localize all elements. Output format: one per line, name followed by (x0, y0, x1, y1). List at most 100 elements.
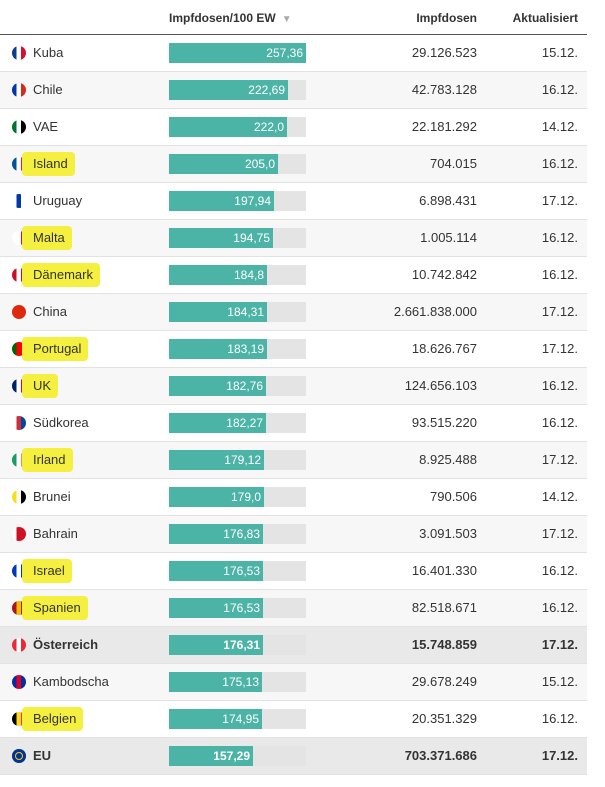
table-row[interactable]: Österreich 176,31 15.748.859 17.12. (0, 627, 587, 664)
table-row[interactable]: Bahrain 176,83 3.091.503 17.12. (0, 516, 587, 553)
updated-date: 17.12. (541, 193, 578, 208)
country-name: Irland (33, 452, 66, 467)
updated-date: 16.12. (541, 156, 578, 171)
bar (169, 524, 263, 544)
country-name: Kuba (33, 45, 64, 60)
flag-icon (12, 120, 26, 134)
table-header: Impfdosen/100 EW ▼ Impfdosen Aktualisiert (0, 0, 587, 35)
country-name: Portugal (33, 341, 82, 356)
vaccination-table: Impfdosen/100 EW ▼ Impfdosen Aktualisiert… (0, 0, 587, 775)
table-row[interactable]: Island 205,0 704.015 16.12. (0, 146, 587, 183)
column-header-doses-per-100-label: Impfdosen/100 EW (169, 11, 276, 25)
bar-track: 194,75 (169, 228, 306, 248)
sort-desc-icon[interactable]: ▼ (281, 14, 292, 25)
table-row[interactable]: Uruguay 197,94 6.898.431 17.12. (0, 183, 587, 220)
bar (169, 487, 264, 507)
country-name: Malta (33, 230, 65, 245)
bar-track: 176,83 (169, 524, 306, 544)
bar (169, 561, 263, 581)
bar-value-label: 174,95 (222, 712, 259, 726)
country-name: Bahrain (33, 526, 78, 541)
updated-date: 16.12. (541, 230, 578, 245)
bar-track: 182,27 (169, 413, 306, 433)
highlight-marker (22, 337, 88, 361)
country-name: Chile (33, 82, 63, 97)
bar-track: 179,0 (169, 487, 306, 507)
bar-value-label: 194,75 (233, 231, 270, 245)
bar-value-label: 205,0 (244, 157, 275, 171)
table-row[interactable]: Kambodscha 175,13 29.678.249 15.12. (0, 664, 587, 701)
bar (169, 228, 273, 248)
doses-value: 704.015 (430, 156, 477, 171)
flag-icon (12, 638, 26, 652)
table-row[interactable]: Israel 176,53 16.401.330 16.12. (0, 553, 587, 590)
bar-value-label: 179,0 (230, 490, 261, 504)
updated-date: 17.12. (541, 748, 578, 763)
bar (169, 746, 253, 766)
bar-value-label: 257,36 (266, 46, 303, 60)
table-row[interactable]: Brunei 179,0 790.506 14.12. (0, 479, 587, 516)
bar-value-label: 176,53 (223, 564, 260, 578)
table-row[interactable]: UK 182,76 124.656.103 16.12. (0, 368, 587, 405)
doses-value: 3.091.503 (419, 526, 477, 541)
flag-icon (12, 416, 26, 430)
column-header-doses-per-100[interactable]: Impfdosen/100 EW ▼ (169, 11, 292, 25)
table-row[interactable]: Malta 194,75 1.005.114 16.12. (0, 220, 587, 257)
flag-icon (12, 305, 26, 319)
country-name: Belgien (33, 711, 77, 726)
country-name: Brunei (33, 489, 71, 504)
country-name: Israel (33, 563, 65, 578)
bar-track: 174,95 (169, 709, 306, 729)
bar-track: 176,53 (169, 561, 306, 581)
table-row[interactable]: Kuba 257,36 29.126.523 15.12. (0, 35, 587, 72)
table-row[interactable]: VAE 222,0 22.181.292 14.12. (0, 109, 587, 146)
bar (169, 635, 263, 655)
doses-value: 2.661.838.000 (393, 304, 477, 319)
table-row[interactable]: Irland 179,12 8.925.488 17.12. (0, 442, 587, 479)
bar-value-label: 184,8 (233, 268, 264, 282)
table-row[interactable]: EU 157,29 703.371.686 17.12. (0, 738, 587, 775)
bar-track: 179,12 (169, 450, 306, 470)
bar (169, 43, 306, 63)
table-row[interactable]: Chile 222,69 42.783.128 16.12. (0, 72, 587, 109)
bar-value-label: 176,83 (223, 527, 260, 541)
doses-value: 703.371.686 (404, 748, 477, 763)
country-name: EU (33, 748, 52, 763)
bar-value-label: 182,27 (226, 416, 263, 430)
bar-value-label: 176,53 (223, 601, 260, 615)
bar-value-label: 183,19 (227, 342, 264, 356)
column-header-updated[interactable]: Aktualisiert (512, 11, 578, 25)
country-name: Dänemark (33, 267, 93, 282)
table-row[interactable]: Belgien 174,95 20.351.329 16.12. (0, 701, 587, 738)
doses-value: 6.898.431 (419, 193, 477, 208)
table-row[interactable]: Südkorea 182,27 93.515.220 16.12. (0, 405, 587, 442)
bar (169, 191, 274, 211)
bar-value-label: 176,31 (223, 638, 260, 652)
updated-date: 14.12. (541, 119, 578, 134)
updated-date: 16.12. (541, 600, 578, 615)
doses-value: 20.351.329 (411, 711, 477, 726)
country-name: Spanien (33, 600, 81, 615)
table-row[interactable]: Dänemark 184,8 10.742.842 16.12. (0, 257, 587, 294)
bar (169, 339, 267, 359)
table-row[interactable]: Portugal 183,19 18.626.767 17.12. (0, 331, 587, 368)
updated-date: 14.12. (541, 489, 578, 504)
bar-track: 222,0 (169, 117, 306, 137)
doses-value: 15.748.859 (411, 637, 477, 652)
highlight-marker (22, 559, 72, 583)
doses-value: 16.401.330 (411, 563, 477, 578)
updated-date: 15.12. (541, 674, 578, 689)
bar (169, 376, 266, 396)
bar (169, 709, 262, 729)
country-name: Österreich (33, 637, 99, 652)
column-header-doses[interactable]: Impfdosen (416, 11, 477, 25)
table-row[interactable]: Spanien 176,53 82.518.671 16.12. (0, 590, 587, 627)
bar-track: 183,19 (169, 339, 306, 359)
country-name: China (33, 304, 67, 319)
country-name: Südkorea (33, 415, 89, 430)
updated-date: 16.12. (541, 378, 578, 393)
flag-icon (12, 749, 26, 763)
table-row[interactable]: China 184,31 2.661.838.000 17.12. (0, 294, 587, 331)
bar-value-label: 197,94 (234, 194, 271, 208)
bar-track: 184,8 (169, 265, 306, 285)
